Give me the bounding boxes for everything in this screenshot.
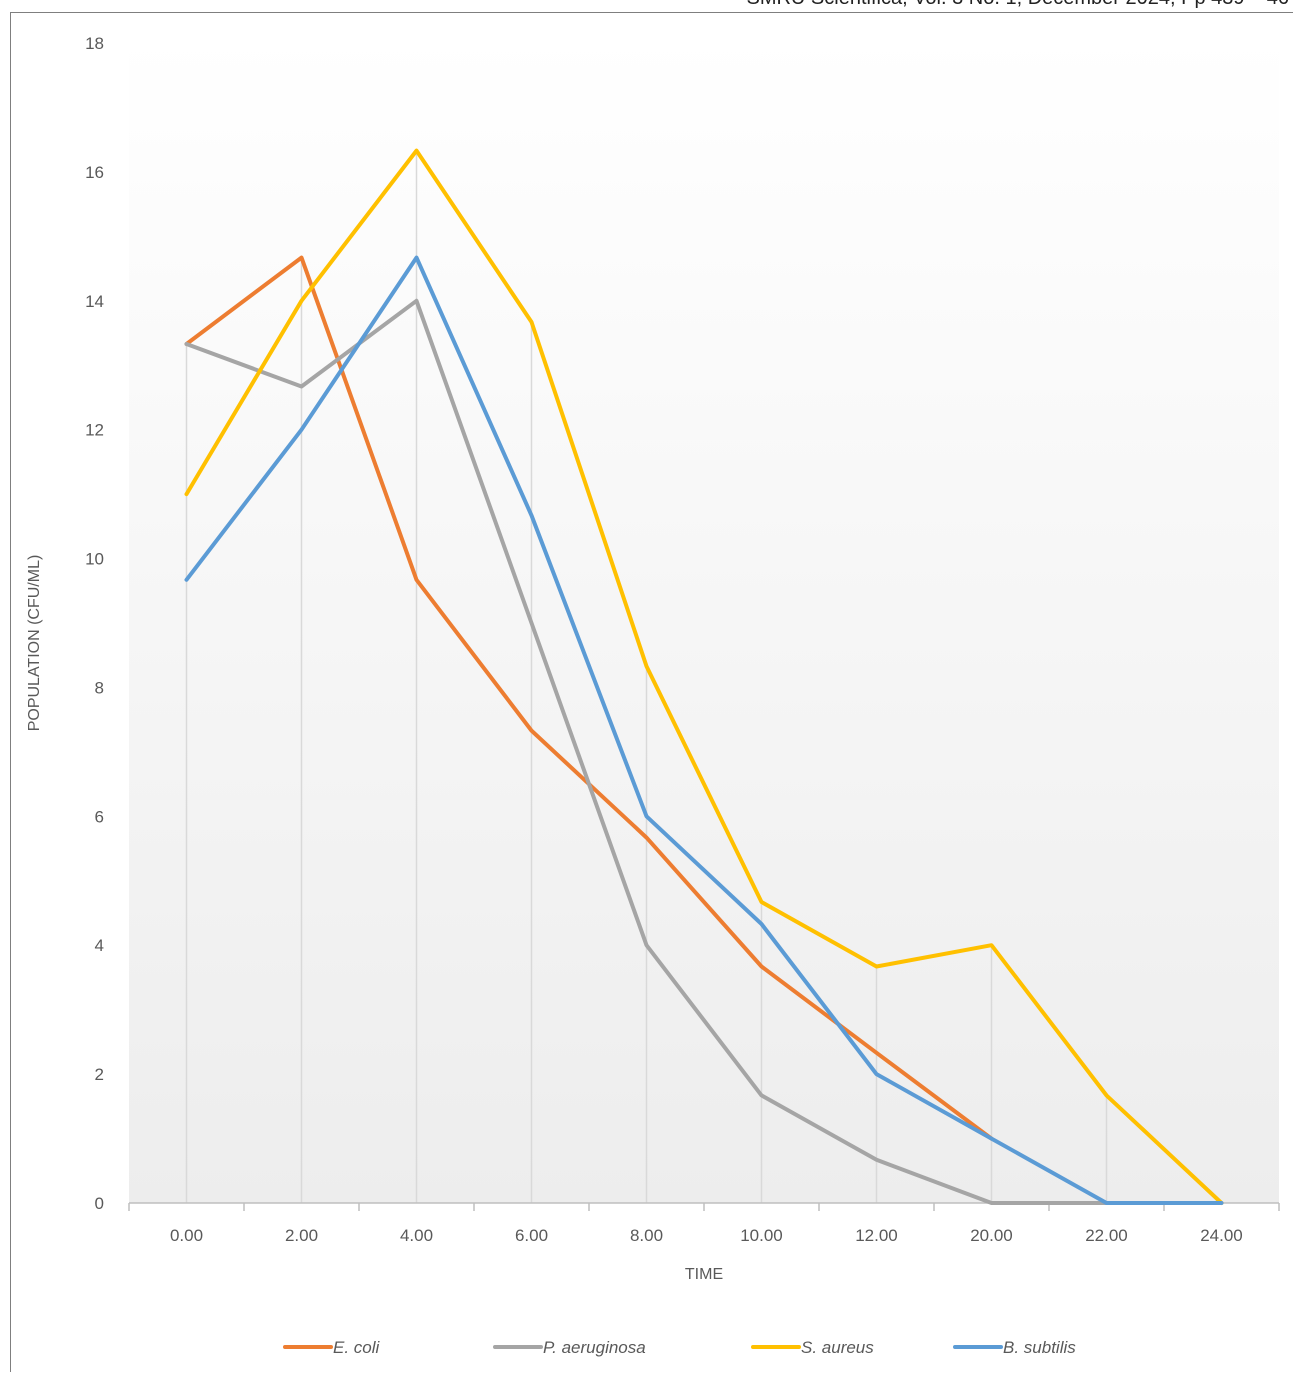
legend-label-2: S. aureus bbox=[801, 1338, 874, 1357]
y-tick-label-8: 16 bbox=[85, 163, 104, 182]
x-tick-label-1: 2.00 bbox=[285, 1226, 318, 1245]
y-tick-label-4: 8 bbox=[95, 678, 104, 697]
series-line-3 bbox=[184, 255, 1224, 1205]
x-tick-label-4: 8.00 bbox=[630, 1226, 663, 1245]
drop-lines bbox=[185, 150, 1108, 1203]
running-header: SMRU Scientifica, Vol. 3 No. 1, December… bbox=[573, 0, 1293, 12]
x-tick-label-6: 12.00 bbox=[855, 1226, 898, 1245]
y-tick-label-1: 2 bbox=[95, 1065, 104, 1084]
x-tick-label-8: 22.00 bbox=[1085, 1226, 1128, 1245]
y-tick-label-9: 18 bbox=[85, 34, 104, 53]
x-tick-label-0: 0.00 bbox=[170, 1226, 203, 1245]
y-tick-label-6: 12 bbox=[85, 421, 104, 440]
legend-label-3: B. subtilis bbox=[1003, 1338, 1076, 1357]
y-tick-label-5: 10 bbox=[85, 550, 104, 569]
legend: E. coli P. aeruginosa S. aureus B. subtilis bbox=[283, 1338, 1076, 1357]
plot-background bbox=[129, 33, 1279, 1203]
running-header-text: SMRU Scientifica, Vol. 3 No. 1, December… bbox=[746, 0, 1289, 10]
legend-label-0: E. coli bbox=[333, 1338, 381, 1357]
series-line-1 bbox=[184, 298, 1109, 1205]
x-tick-label-5: 10.00 bbox=[740, 1226, 783, 1245]
y-axis-ticks: 0 2 4 6 8 10 12 14 16 18 bbox=[85, 34, 104, 1213]
series-lines bbox=[184, 148, 1224, 1205]
x-tick-label-9: 24.00 bbox=[1200, 1226, 1243, 1245]
line-chart: 0 2 4 6 8 10 12 14 16 18 0.00 2.00 4.00 6.00 8.00 10.0… bbox=[26, 33, 1280, 1357]
y-axis-title: POPULATION (CFU/ML) bbox=[26, 555, 43, 732]
x-tick-label-7: 20.00 bbox=[970, 1226, 1013, 1245]
x-axis-title: TIME bbox=[685, 1266, 723, 1283]
legend-label-1: P. aeruginosa bbox=[543, 1338, 646, 1357]
x-tick-label-2: 4.00 bbox=[400, 1226, 433, 1245]
chart-frame: 0 2 4 6 8 10 12 14 16 18 0.00 2.00 4.00 6.00 8.00 10.0… bbox=[10, 12, 1293, 1372]
y-tick-label-3: 6 bbox=[95, 807, 104, 826]
x-tick-label-3: 6.00 bbox=[515, 1226, 548, 1245]
y-tick-label-2: 4 bbox=[95, 936, 104, 955]
y-tick-label-7: 14 bbox=[85, 292, 104, 311]
x-axis-ticks: 0.00 2.00 4.00 6.00 8.00 10.00 12.00 20.00 22.00… bbox=[170, 1226, 1243, 1245]
y-tick-label-0: 0 bbox=[95, 1194, 104, 1213]
series-line-2 bbox=[184, 148, 1224, 1205]
